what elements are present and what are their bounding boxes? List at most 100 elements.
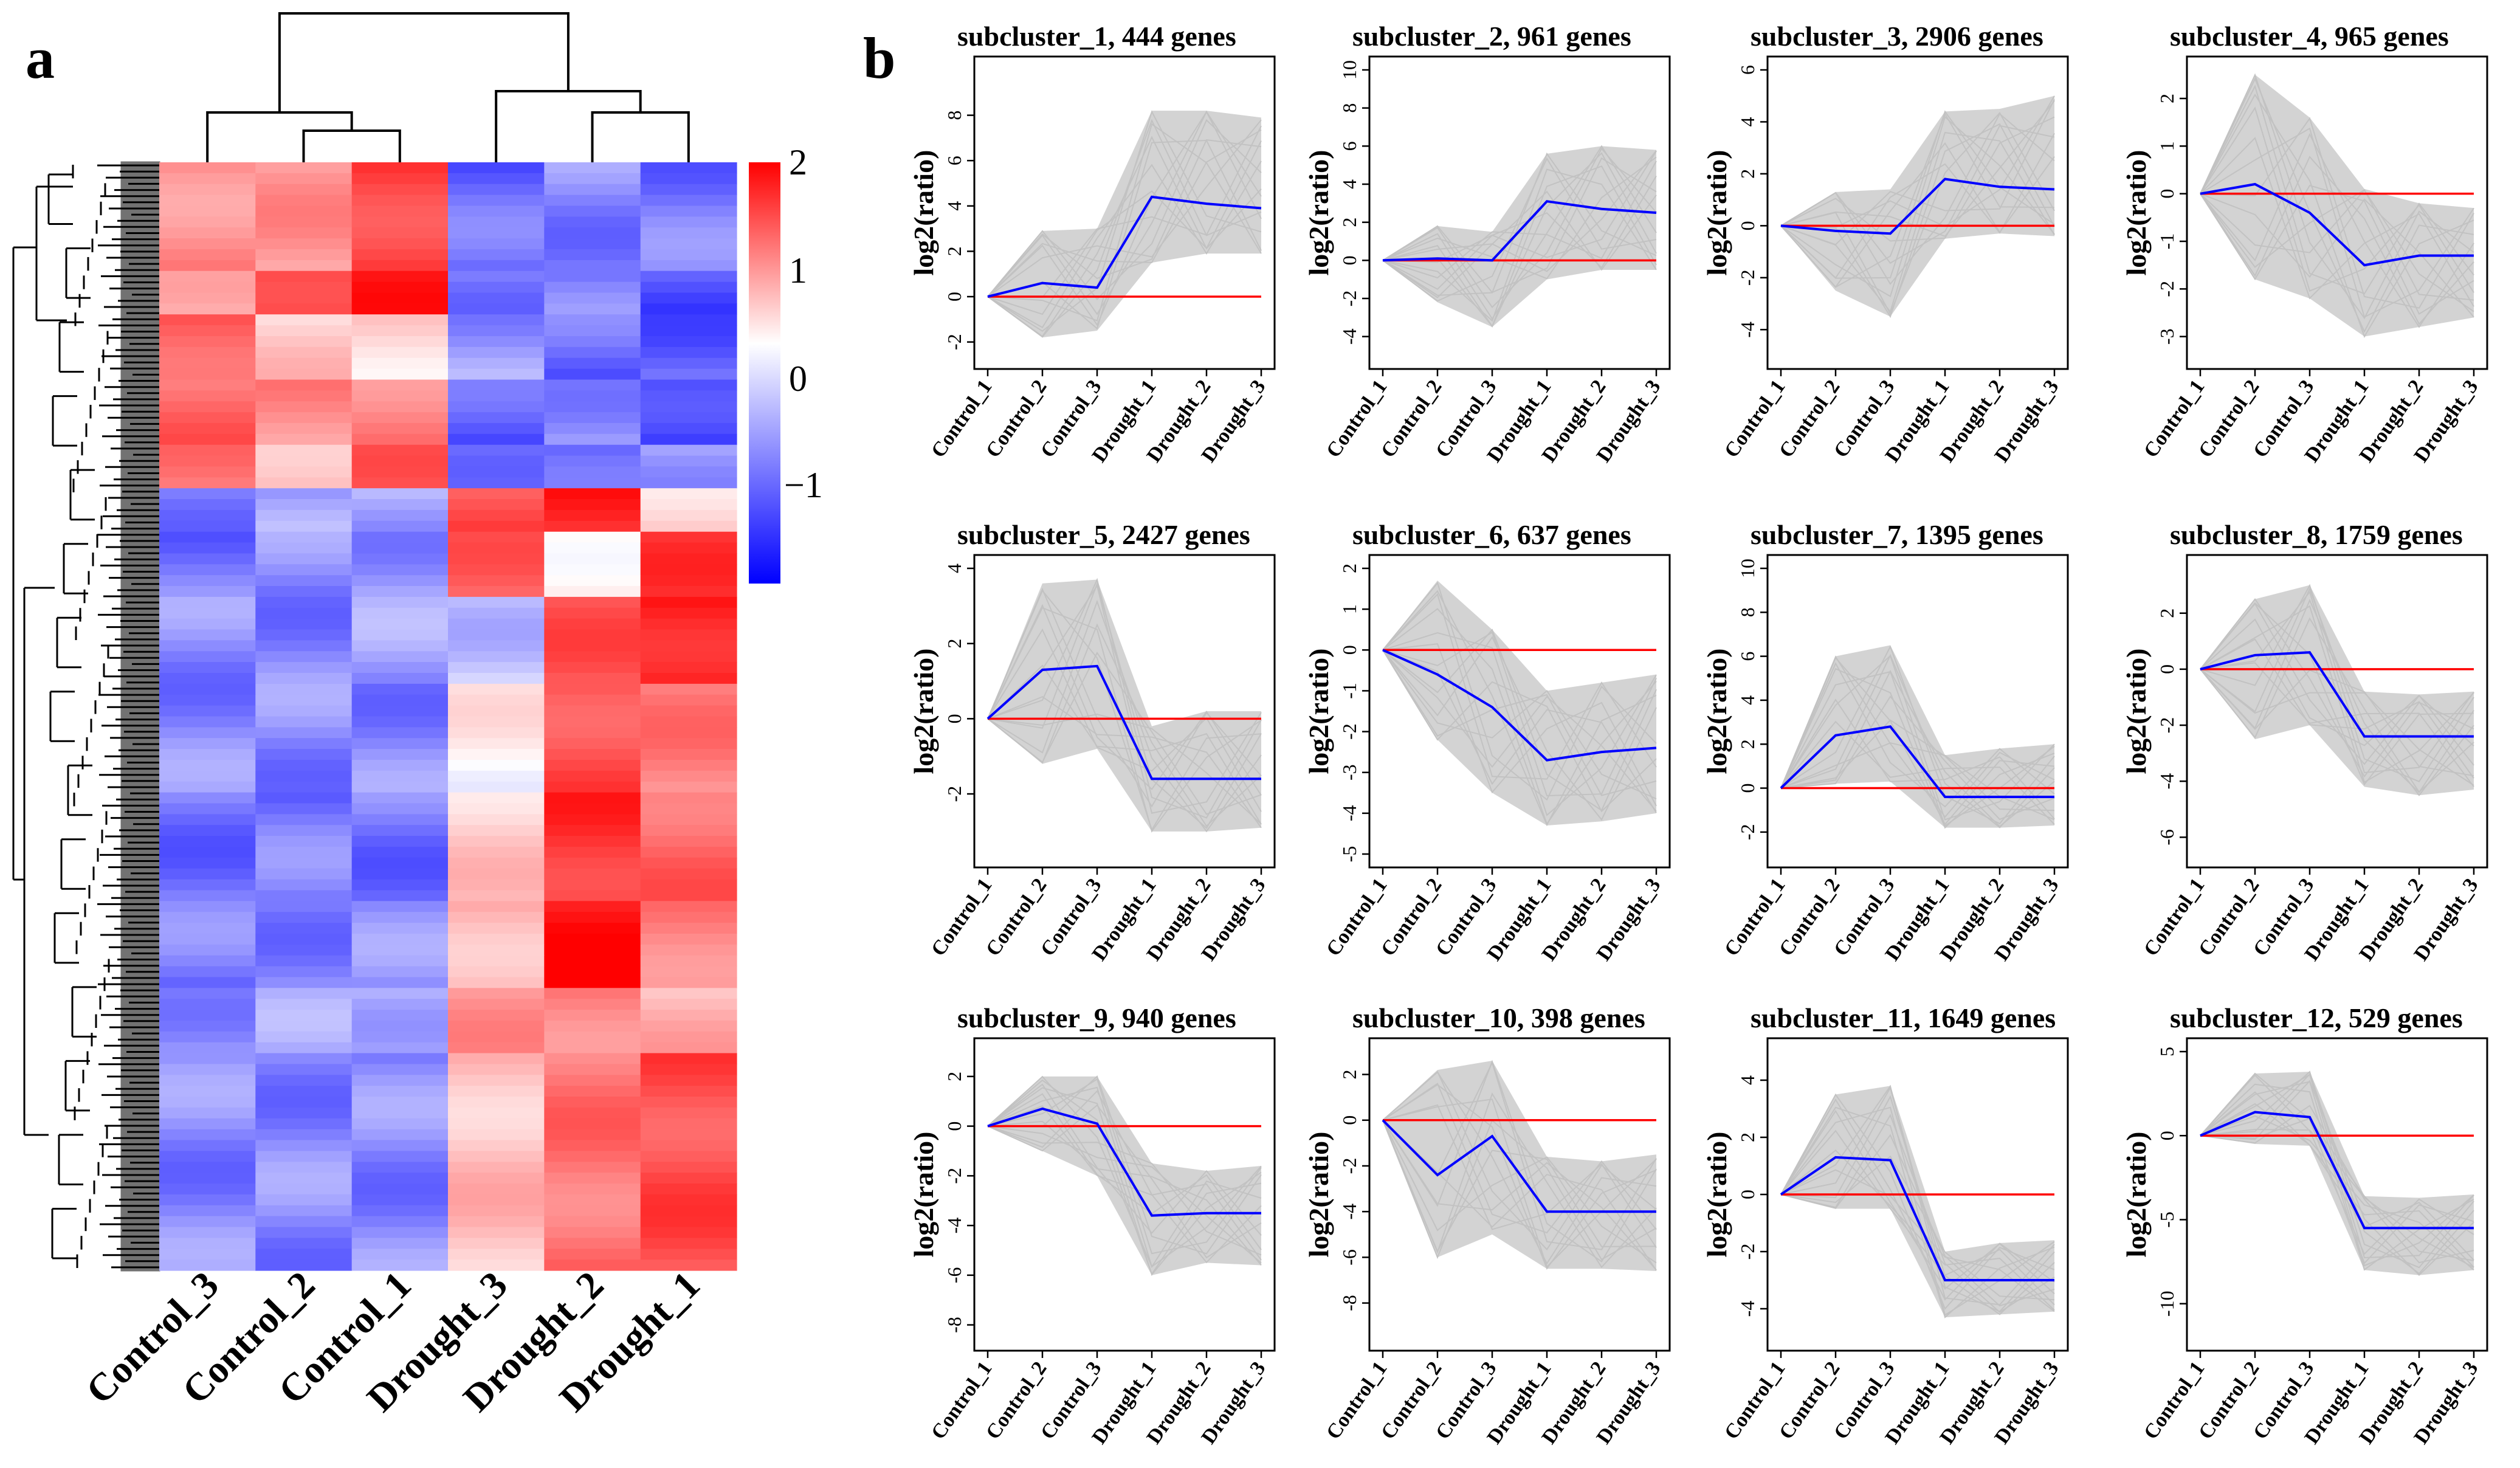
- heatmap-cell: [544, 847, 641, 858]
- dendrogram-leaves: [120, 161, 160, 1272]
- heatmap-cell: [255, 629, 353, 641]
- y-tick-label: 10: [1338, 60, 1360, 80]
- heatmap-cell: [640, 923, 737, 934]
- gene-trace: [2200, 1073, 2474, 1275]
- y-tick-label: 2: [2156, 94, 2178, 103]
- gene-trace: [2200, 106, 2474, 293]
- heatmap-cell: [159, 499, 256, 511]
- heatmap-cell: [159, 281, 256, 294]
- heatmap-cell: [544, 488, 641, 500]
- heatmap-cell: [159, 977, 256, 988]
- heatmap-cell: [640, 944, 737, 956]
- heatmap-cell: [351, 422, 449, 435]
- dendrogram-link: [206, 111, 353, 162]
- heatmap-cell: [351, 488, 449, 500]
- gene-traces: [987, 577, 1262, 833]
- heatmap-cell: [544, 477, 641, 489]
- heatmap-cell: [159, 705, 256, 717]
- heatmap-cell: [159, 662, 256, 674]
- y-tick-label: 6: [1737, 65, 1758, 75]
- gene-trace: [2200, 156, 2474, 325]
- heatmap-cell: [448, 988, 545, 999]
- gene-trace: [1382, 582, 1657, 801]
- heatmap-cell: [255, 455, 353, 467]
- heatmap-cell: [448, 195, 545, 207]
- heatmap-cell: [255, 738, 353, 750]
- y-tick-label: 0: [1338, 645, 1360, 655]
- heatmap-cell: [255, 1053, 353, 1064]
- gene-trace: [2200, 602, 2474, 786]
- heatmap-cell: [255, 162, 353, 174]
- heatmap-cell: [255, 368, 353, 381]
- y-tick-label: -4: [1338, 805, 1360, 822]
- heatmap-cell: [255, 1042, 353, 1054]
- heatmap-cell: [351, 825, 449, 836]
- heatmap-cell: [255, 760, 353, 771]
- heatmap-cell: [448, 271, 545, 283]
- heatmap-cell: [640, 1129, 737, 1141]
- heatmap-cell: [448, 216, 545, 228]
- subcluster-plot-7: subcluster_7, 1395 genes -2 0 2 4 6 8 10 log2(ra…: [1701, 519, 2069, 965]
- heatmap-cell: [159, 1162, 256, 1173]
- heatmap-cell: [640, 499, 737, 511]
- mean-profile-line: [1382, 200, 1657, 262]
- heatmap-cell: [448, 673, 545, 684]
- heatmap-cell: [544, 520, 641, 532]
- heatmap-cell: [255, 825, 353, 836]
- y-tick-label: 8: [943, 111, 965, 120]
- heatmap-cell: [351, 173, 449, 185]
- heatmap-cell: [448, 260, 545, 272]
- mean-profile-line: [987, 1107, 1261, 1217]
- heatmap-cell: [159, 444, 256, 457]
- heatmap-cell: [448, 934, 545, 945]
- heatmap-cell: [159, 1042, 256, 1054]
- heatmap-cell: [448, 1184, 545, 1195]
- heatmap-cell: [448, 1260, 545, 1271]
- heatmap-cell: [544, 857, 641, 869]
- heatmap-cell: [544, 325, 641, 337]
- heatmap-cell: [255, 1249, 353, 1260]
- heatmap-cell: [544, 1075, 641, 1086]
- heatmap-cell: [544, 1260, 641, 1271]
- y-tick-label: -2: [1338, 1158, 1360, 1174]
- gene-trace: [2200, 618, 2474, 766]
- heatmap-cell: [544, 433, 641, 446]
- heatmap-cell: [640, 1020, 737, 1032]
- heatmap-cell: [351, 1031, 449, 1043]
- heatmap-cell: [159, 412, 256, 424]
- gene-trace: [987, 1120, 1262, 1266]
- y-tick-label: -4: [1737, 322, 1758, 338]
- heatmap-cell: [448, 955, 545, 967]
- subcluster-title: subcluster_2, 961 genes: [1352, 21, 1631, 52]
- heatmap-cell: [159, 401, 256, 413]
- heatmap-cell: [351, 586, 449, 598]
- heatmap-cell: [448, 1031, 545, 1043]
- heatmap-cell: [255, 705, 353, 717]
- heatmap-cell: [159, 162, 256, 174]
- heatmap-cell: [255, 499, 353, 511]
- heatmap-cell: [351, 1053, 449, 1064]
- colorbar-tick-2: 2: [789, 142, 807, 182]
- colorbar-tick-neg1: −1: [784, 465, 823, 505]
- heatmap-cell: [351, 238, 449, 250]
- heatmap-cell: [351, 770, 449, 782]
- heatmap-cell: [544, 412, 641, 424]
- heatmap-cell: [351, 607, 449, 619]
- heatmap-cell: [159, 553, 256, 565]
- heatmap-cell: [351, 640, 449, 652]
- heatmap-cell: [448, 651, 545, 663]
- gene-trace: [1780, 656, 2055, 825]
- heatmap-cell: [544, 1107, 641, 1119]
- heatmap-cell: [351, 575, 449, 587]
- heatmap-cell: [640, 1031, 737, 1043]
- heatmap-cell: [448, 694, 545, 706]
- heatmap-cell: [159, 184, 256, 196]
- heatmap-cell: [351, 890, 449, 901]
- heatmap-cell: [159, 173, 256, 185]
- heatmap-cell: [159, 1238, 256, 1249]
- heatmap-cell: [640, 1205, 737, 1217]
- y-tick-label: 4: [1737, 117, 1758, 126]
- subcluster-plot-12: subcluster_12, 529 genes -10 -5 0 5 log2(rati…: [2121, 1002, 2488, 1449]
- heatmap-cell: [640, 1173, 737, 1184]
- gene-trace: [1780, 112, 2055, 315]
